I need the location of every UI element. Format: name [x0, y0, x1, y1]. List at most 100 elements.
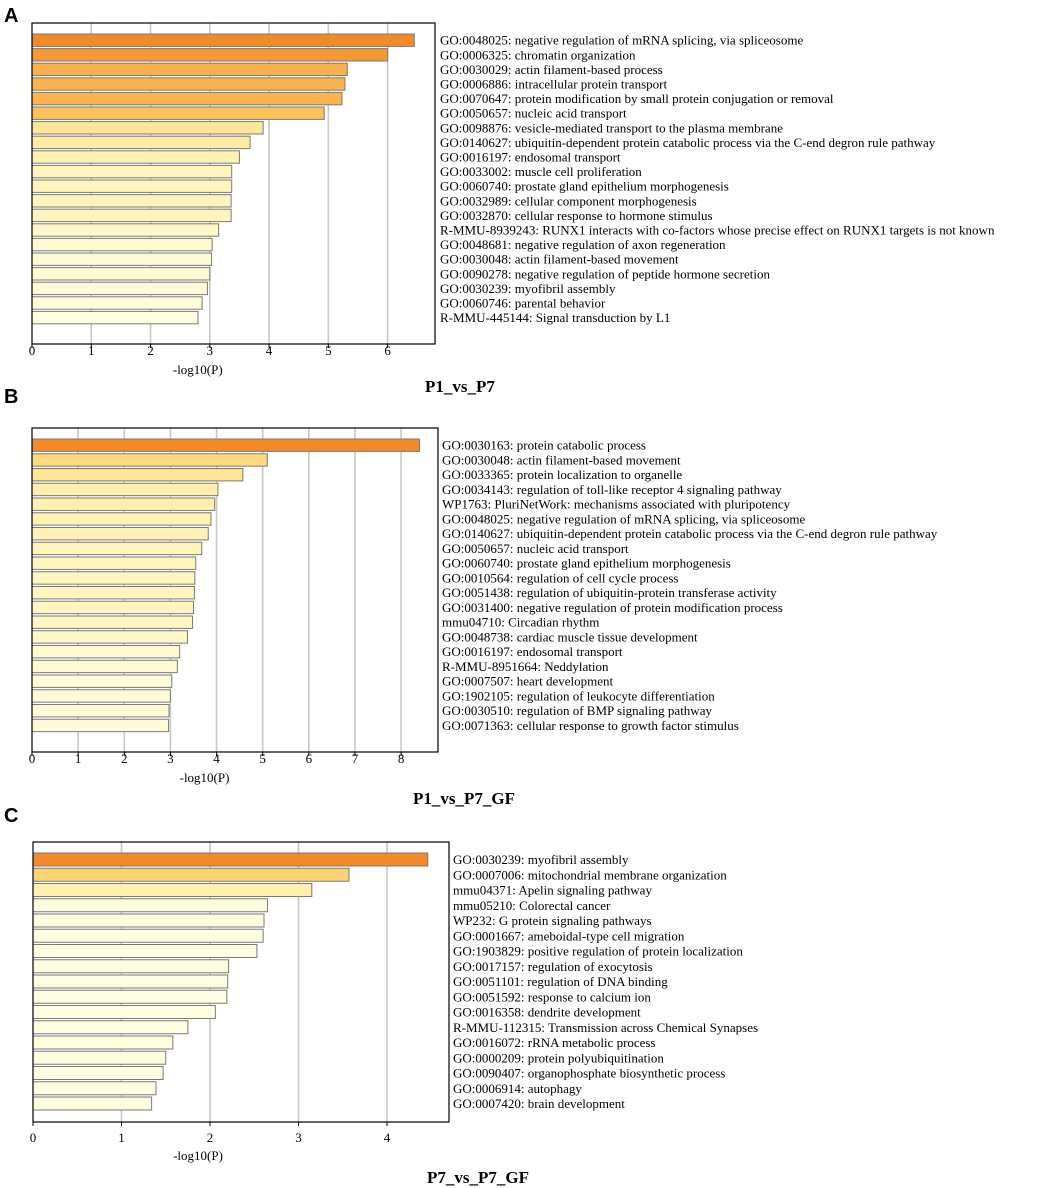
term-label: GO:0050657: nucleic acid transport	[440, 106, 627, 121]
x-tick-label: 1	[88, 343, 95, 358]
term-label: mmu05210: Colorectal cancer	[453, 898, 611, 913]
term-label: GO:0070647: protein modification by smal…	[440, 91, 834, 106]
term-label: GO:0030239: myofibril assembly	[440, 281, 616, 296]
x-tick-label: 6	[384, 343, 391, 358]
term-label: GO:1903829: positive regulation of prote…	[453, 944, 743, 959]
bar	[32, 898, 269, 913]
bar	[31, 77, 346, 91]
plot-frame	[31, 427, 439, 753]
bar	[32, 1035, 174, 1050]
bar	[31, 586, 195, 600]
term-label: GO:0060740: prostate gland epithelium mo…	[442, 556, 731, 571]
term-label: R-MMU-445144: Signal transduction by L1	[440, 310, 670, 325]
bar	[31, 296, 203, 310]
x-tick-label: 1	[118, 1130, 125, 1145]
x-tick-label: 0	[30, 1130, 37, 1145]
bar	[31, 718, 170, 733]
bar	[31, 91, 343, 106]
term-label: R-MMU-8951664: Neddylation	[442, 659, 609, 674]
term-label: GO:0098876: vesicle-mediated transport t…	[440, 120, 783, 135]
bar	[31, 615, 194, 629]
bar	[31, 121, 264, 135]
x-tick-label: 3	[207, 343, 214, 358]
bar	[31, 194, 232, 208]
term-label: GO:0048025: negative regulation of mRNA …	[442, 511, 805, 526]
term-label: GO:0140627: ubiquitin-dependent protein …	[440, 135, 936, 150]
bar	[32, 867, 350, 882]
bar	[31, 164, 233, 179]
term-label: GO:0050657: nucleic acid transport	[442, 541, 629, 556]
bar	[31, 556, 197, 570]
x-axis-label: -log10(P)	[173, 362, 223, 377]
x-tick-label: 5	[325, 343, 332, 358]
x-tick-label: 0	[29, 751, 36, 766]
term-label: mmu04710: Circadian rhythm	[442, 615, 599, 630]
bar	[31, 453, 268, 467]
term-label: GO:0017157: regulation of exocytosis	[453, 959, 653, 974]
bar	[31, 512, 212, 526]
x-tick-label: 1	[75, 751, 82, 766]
bar	[31, 179, 233, 193]
bar	[31, 659, 178, 674]
term-label: GO:0007507: heart development	[442, 674, 614, 689]
bar	[31, 223, 220, 237]
term-label: GO:0034143: regulation of toll-like rece…	[442, 482, 782, 497]
bar	[31, 237, 213, 252]
bar	[31, 252, 213, 266]
term-label: GO:0030239: myofibril assembly	[453, 852, 629, 867]
term-label: GO:0006914: autophagy	[453, 1081, 582, 1096]
term-label: GO:0030048: actin filament-based movemen…	[442, 452, 681, 467]
term-label: GO:0033365: protein localization to orga…	[442, 467, 682, 482]
term-label: GO:0090278: negative regulation of pepti…	[440, 266, 770, 281]
plot-frame	[31, 22, 436, 345]
chart-title: P7_vs_P7_GF	[427, 1168, 529, 1187]
term-label: GO:0032989: cellular component morphogen…	[440, 193, 697, 208]
term-label: GO:0006886: intracellular protein transp…	[440, 77, 667, 92]
bar	[32, 944, 258, 958]
term-label: GO:0030510: regulation of BMP signaling …	[442, 703, 712, 718]
bar	[32, 989, 228, 1004]
panel-letter: C	[4, 805, 18, 827]
term-label: R-MMU-112315: Transmission across Chemic…	[453, 1020, 758, 1035]
term-label: GO:0000209: protein polyubiquitination	[453, 1050, 664, 1065]
bar	[31, 267, 211, 281]
bar	[31, 645, 181, 659]
term-label: GO:0030048: actin filament-based movemen…	[440, 252, 679, 267]
bar	[32, 1066, 164, 1080]
x-tick-label: 2	[121, 751, 128, 766]
bar	[31, 674, 173, 688]
x-tick-label: 6	[306, 751, 313, 766]
chart-panel-a: A GO:0048025: negative regulation of mRNA…	[4, 5, 995, 396]
bar	[32, 974, 229, 989]
term-label: GO:0048738: cardiac muscle tissue develo…	[442, 629, 698, 644]
term-label: GO:0016197: endosomal transport	[442, 644, 623, 659]
term-label: GO:0048025: negative regulation of mRNA …	[440, 33, 803, 48]
bar	[31, 281, 208, 296]
term-label: GO:0030029: actin filament-based process	[440, 62, 663, 77]
bar	[31, 527, 209, 541]
term-label: GO:0030163: protein catabolic process	[442, 438, 646, 453]
bar	[32, 913, 265, 928]
bar	[32, 959, 230, 974]
bar	[32, 883, 313, 897]
x-tick-label: 7	[352, 751, 359, 766]
bar	[31, 438, 421, 452]
term-label: GO:0032870: cellular response to hormone…	[440, 208, 713, 223]
bar	[31, 482, 219, 497]
term-label: GO:0007420: brain development	[453, 1096, 625, 1111]
bar	[31, 630, 188, 644]
x-tick-label: 2	[207, 1130, 214, 1145]
plot-frame	[32, 841, 450, 1123]
term-label: GO:0051101: regulation of DNA binding	[453, 974, 668, 989]
x-tick-label: 3	[295, 1130, 302, 1145]
term-label: GO:0140627: ubiquitin-dependent protein …	[442, 526, 938, 541]
term-label: GO:0006325: chromatin organization	[440, 47, 636, 62]
bar	[31, 106, 325, 120]
x-tick-label: 4	[266, 343, 273, 358]
chart-title: P1_vs_P7	[425, 377, 495, 396]
term-label: GO:0007006: mitochondrial membrane organ…	[453, 867, 727, 882]
term-label: WP1763: PluriNetWork: mechanisms associa…	[442, 497, 791, 512]
x-tick-label: 3	[167, 751, 174, 766]
bar	[31, 541, 203, 556]
